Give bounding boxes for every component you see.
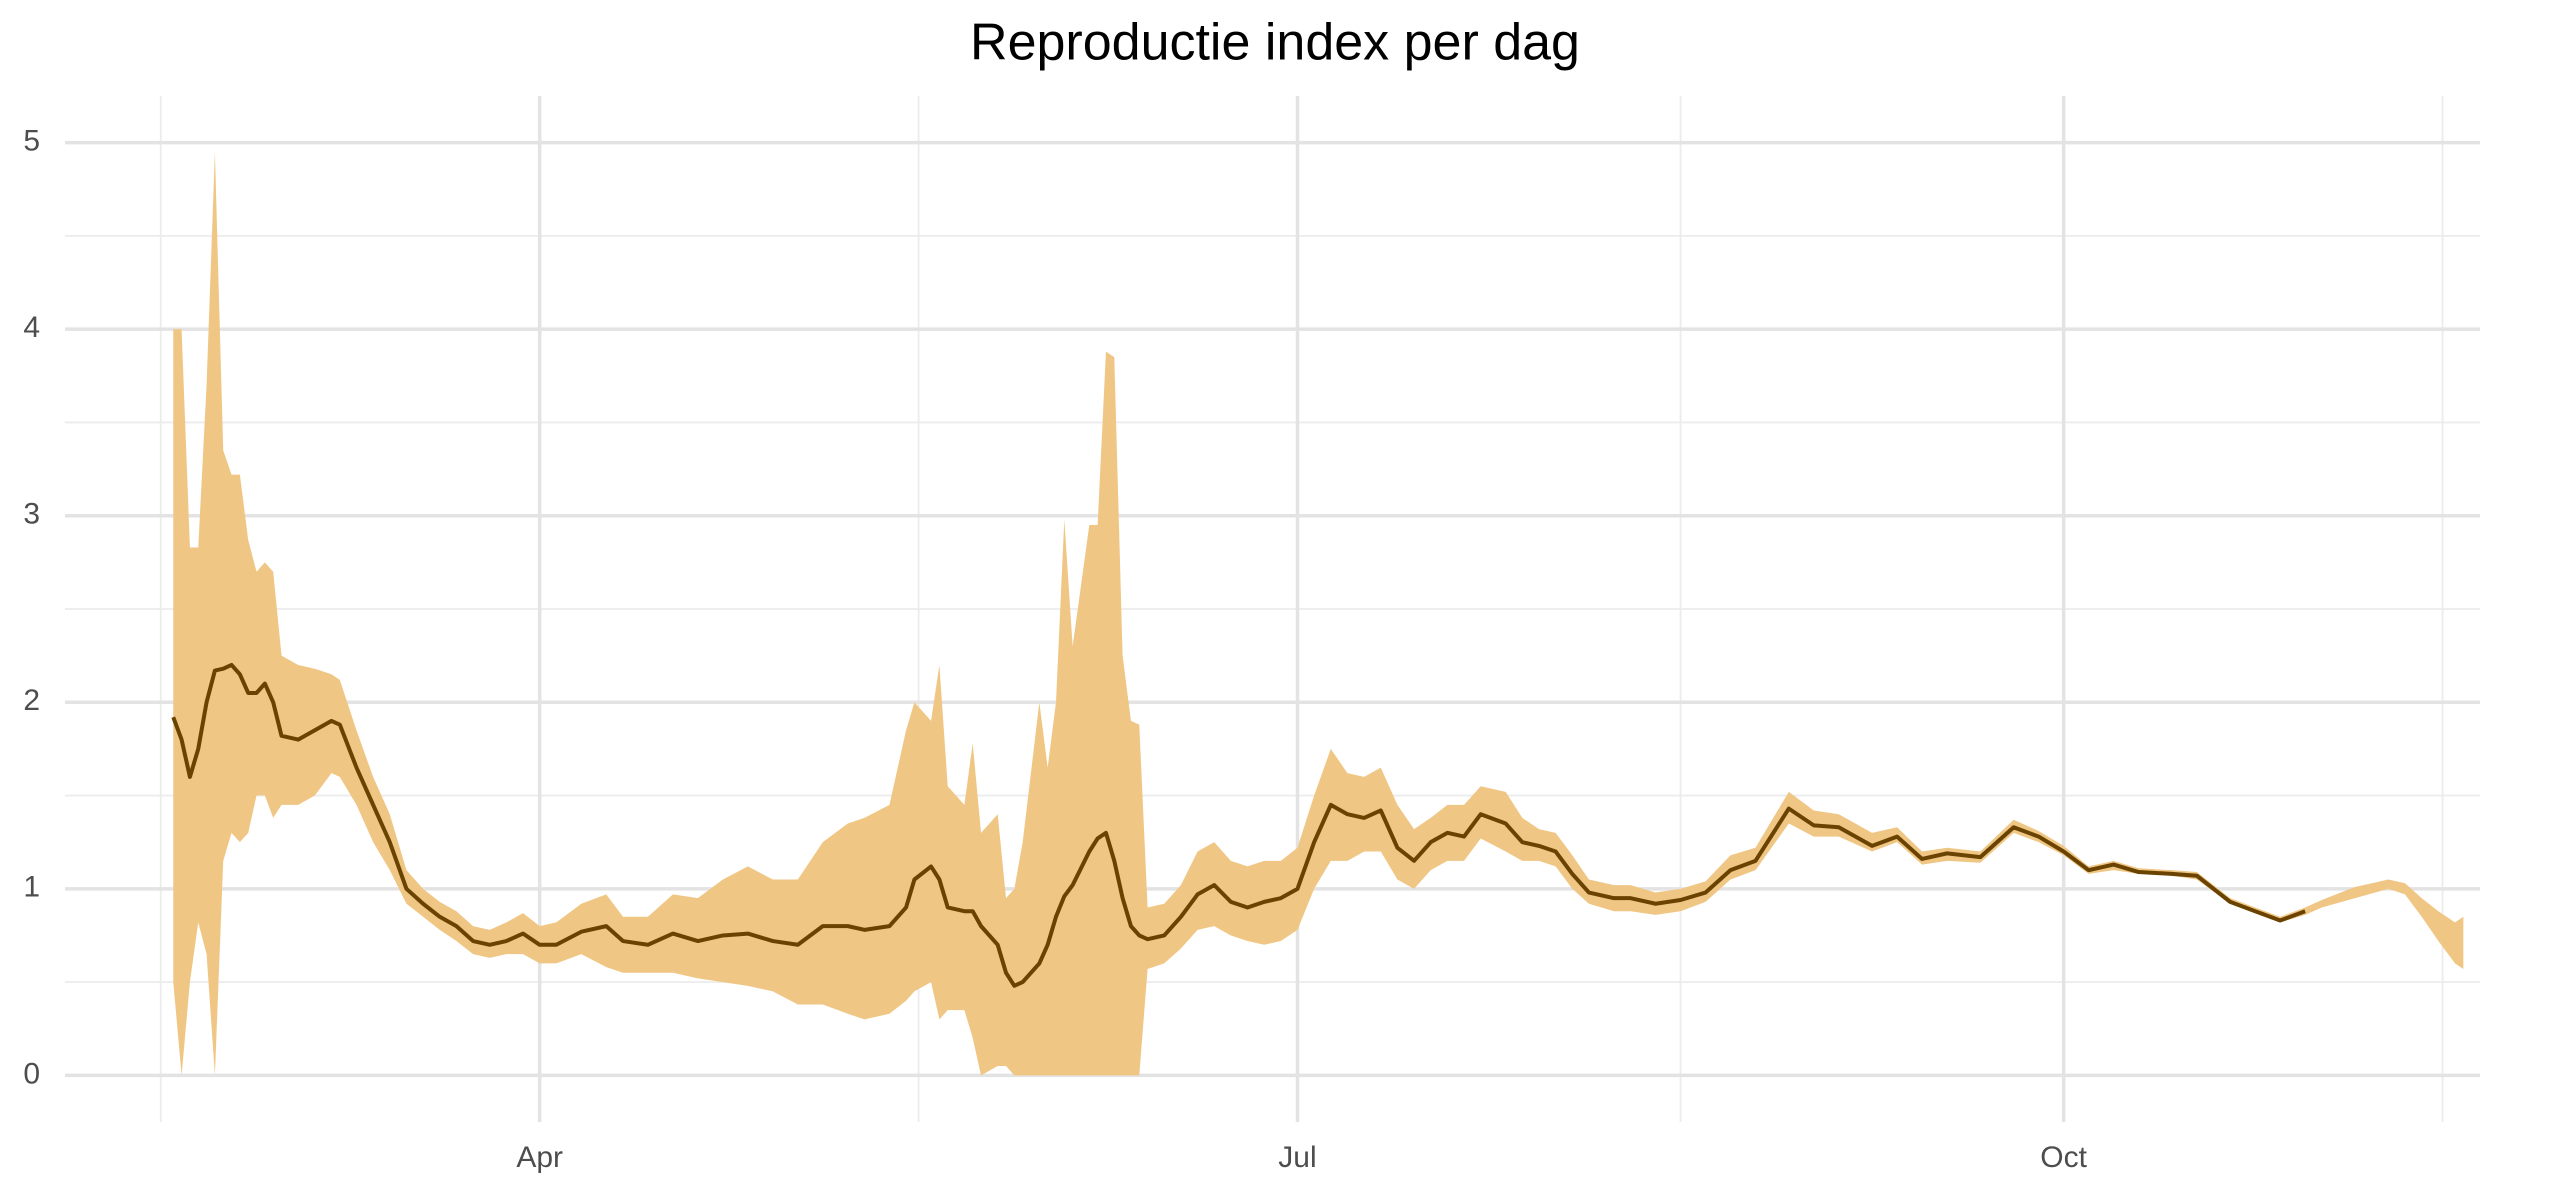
y-tick-label: 0 xyxy=(23,1057,40,1090)
x-tick-label: Apr xyxy=(516,1141,563,1174)
x-tick-label: Jul xyxy=(1278,1141,1316,1174)
line xyxy=(171,662,2306,988)
x-tick-label: Oct xyxy=(2040,1141,2087,1174)
y-tick-label: 3 xyxy=(23,498,40,531)
y-tick-label: 1 xyxy=(23,871,40,904)
y-tick-label: 2 xyxy=(23,684,40,717)
y-tick-label: 4 xyxy=(23,311,40,344)
chart-title: Reproductie index per dag xyxy=(970,14,1580,72)
y-tick-label: 5 xyxy=(23,125,40,158)
